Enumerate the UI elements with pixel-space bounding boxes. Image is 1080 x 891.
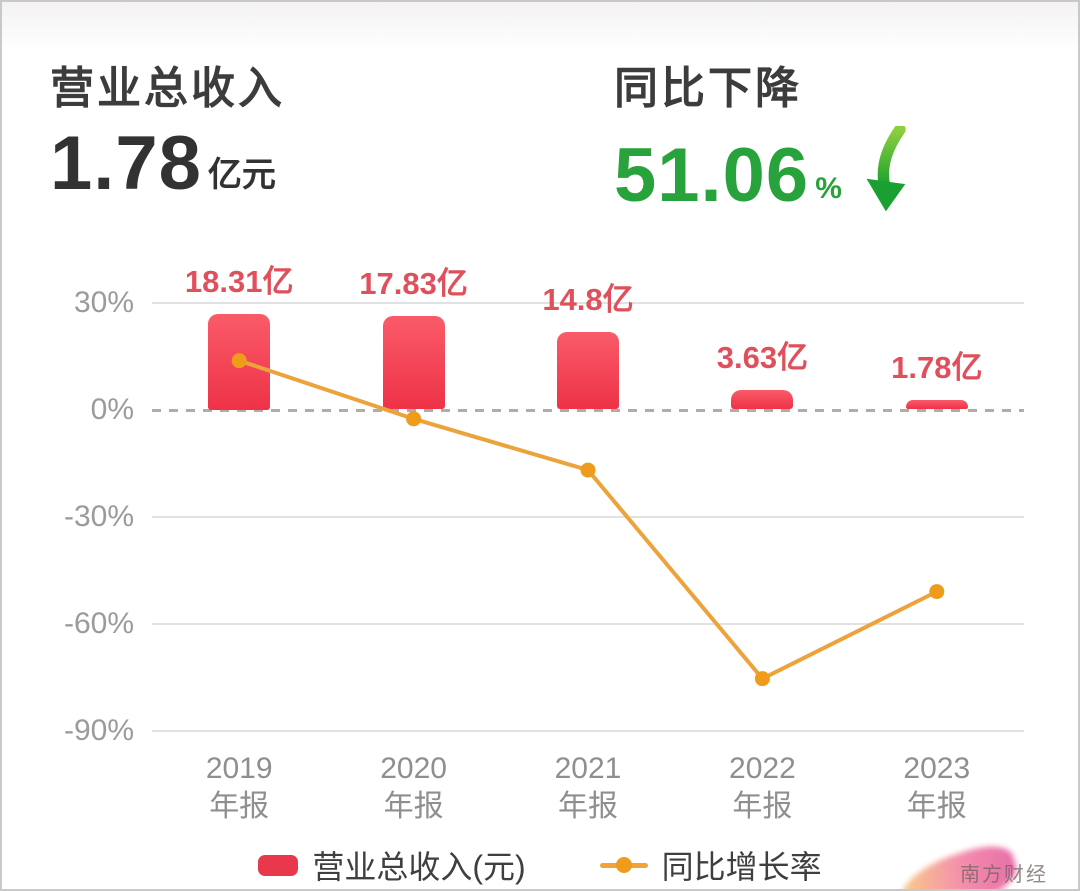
line-dot-swatch-icon [599,855,648,875]
x-axis-tick-label: 2023 年报 [847,750,1027,826]
y-axis-tick-label: 0% [90,392,134,426]
y-axis-tick-label: -90% [63,713,134,747]
yoy-value: 51.06 [614,133,810,218]
growth-line-point [406,411,422,427]
x-tick-period: 年报 [558,790,618,823]
green-down-arrow-icon [866,126,906,212]
bar-value-label: 17.83亿 [359,266,468,302]
bar-value-label: 3.63亿 [716,340,809,376]
legend-item-growth: 同比增长率 [599,842,822,888]
gridline [152,622,1024,625]
x-axis-tick-label: 2019 年报 [149,750,329,826]
x-tick-year: 2023 [903,752,971,785]
yoy-unit: % [815,172,842,205]
x-tick-year: 2019 [205,752,273,785]
bar-value-label: 1.78亿 [891,350,983,386]
x-tick-year: 2022 [729,752,796,785]
x-axis-tick-label: 2020 年报 [324,750,504,826]
revenue-value: 1.78 [50,121,202,206]
x-tick-year: 2021 [554,752,622,785]
legend-label-growth: 同比增长率 [661,849,822,885]
chart-legend: 营业总收入(元) 同比增长率 [2,842,1078,888]
watermark-text: 南方财经 [960,864,1048,886]
bar-value-label: 14.8亿 [542,281,634,317]
legend-label-revenue: 营业总收入(元) [312,849,526,885]
x-tick-period: 年报 [209,790,270,823]
revenue-bar [731,390,794,410]
bar-value-label: 18.31亿 [184,263,294,299]
gridline [152,301,1024,304]
revenue-title: 营业总收入 [50,64,285,113]
revenue-bar [557,331,619,410]
revenue-bar [905,400,968,410]
revenue-bar [208,313,271,410]
x-axis-tick-label: 2022 年报 [672,750,852,826]
yoy-title: 同比下降 [614,64,802,113]
revenue-bar [382,316,445,410]
x-tick-period: 年报 [906,790,967,823]
top-fade-strip [2,2,1078,62]
x-axis-tick-label: 2021 年报 [498,750,678,826]
y-axis-tick-label: 30% [73,285,134,319]
y-axis-tick-label: -60% [63,606,134,640]
x-tick-period: 年报 [383,790,444,823]
revenue-unit: 亿元 [207,156,276,194]
growth-line-point [754,671,770,687]
gridline [152,515,1024,518]
legend-item-revenue: 营业总收入(元) [258,842,526,888]
growth-line-point [580,462,596,478]
x-tick-year: 2020 [380,752,447,785]
watermark: 南方财经 [892,827,1078,889]
growth-line-point [929,584,945,600]
yoy-header: 同比下降 51.06 % [614,52,918,214]
bar-swatch-icon [258,854,299,876]
x-tick-period: 年报 [732,790,793,823]
gridline [152,729,1024,732]
y-axis-tick-label: -30% [63,499,134,533]
revenue-header: 营业总收入 1.78 亿元 [50,52,285,202]
